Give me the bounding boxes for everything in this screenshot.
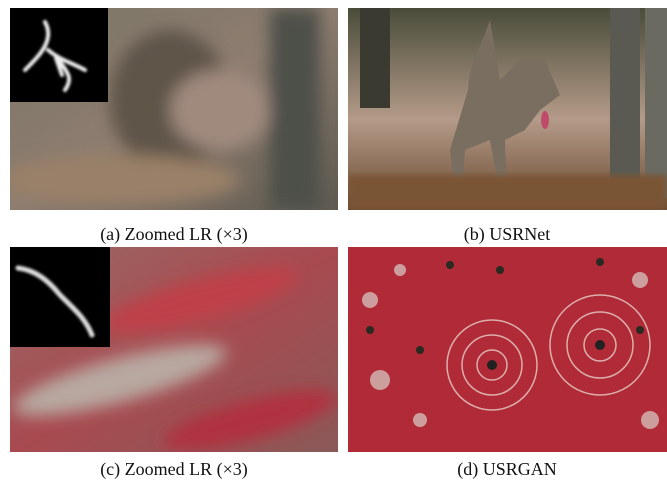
image-d xyxy=(348,247,667,452)
caption: (a) Zoomed LR (×3) xyxy=(100,224,248,245)
image-c xyxy=(8,247,342,463)
caption: (d) USRGAN xyxy=(457,459,557,480)
image-a xyxy=(0,8,338,210)
image-b xyxy=(348,8,667,210)
figure: (a) Zoomed LR (×3) (b) USRNet (c) Zoomed… xyxy=(0,0,667,482)
caption: (b) USRNet xyxy=(464,224,551,245)
page: (a) Zoomed LR (×3) (b) USRNet (c) Zoomed… xyxy=(0,0,667,482)
caption: (c) Zoomed LR (×3) xyxy=(100,459,248,480)
